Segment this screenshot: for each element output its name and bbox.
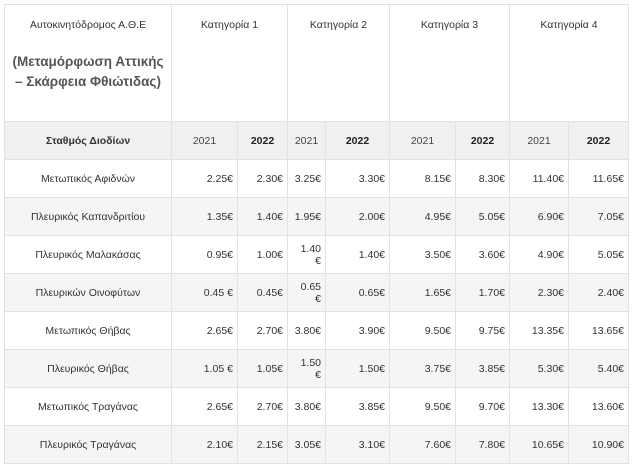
price-cell: 3.10€ (325, 425, 390, 464)
section-name-line2: – Σκάρφεια Φθιώτιδας) (15, 74, 161, 89)
category-1-header: Κατηγορία 1 (171, 4, 288, 122)
price-cell: 9.70€ (455, 387, 510, 426)
price-cell: 2.40€ (568, 273, 629, 312)
price-cell: 2.70€ (237, 311, 288, 350)
price-cell: 0.95€ (171, 235, 238, 274)
section-name-line1: (Μεταμόρφωση Αττικής (12, 54, 164, 69)
price-cell: 11.40€ (509, 159, 569, 198)
price-cell: 1.95€ (287, 197, 326, 236)
price-cell: 2.30€ (509, 273, 569, 312)
category-4-header: Κατηγορία 4 (509, 4, 629, 122)
price-cell: 3.25€ (287, 159, 326, 198)
price-cell: 0.45 € (171, 273, 238, 312)
price-cell: 3.75€ (389, 349, 456, 388)
price-cell: 3.80€ (287, 311, 326, 350)
price-cell: 1.35€ (171, 197, 238, 236)
table-row: Μετωπικός Θήβας 2.65€ 2.70€ 3.80€ 3.90€ 9.50€… (4, 311, 629, 350)
year-2021-header: 2021 (389, 121, 456, 160)
price-cell: 6.90€ (509, 197, 569, 236)
price-cell: 2.65€ (171, 311, 238, 350)
station-name: Πλευρικός Μαλακάσας (4, 235, 172, 274)
category-3-header: Κατηγορία 3 (389, 4, 510, 122)
price-cell: 13.65€ (568, 311, 629, 350)
price-cell: 5.05€ (568, 235, 629, 274)
motorway-name: Αυτοκινητόδρομος Α.Θ.Ε (29, 19, 147, 31)
price-cell: 7.05€ (568, 197, 629, 236)
station-column-header: Σταθμός Διοδίων (4, 121, 172, 160)
year-2021-header: 2021 (171, 121, 238, 160)
price-cell: 1.65€ (389, 273, 456, 312)
station-name: Πλευρικός Θήβας (4, 349, 172, 388)
station-name: Μετωπικός Αφιδνών (4, 159, 172, 198)
price-cell: 2.30€ (237, 159, 288, 198)
price-cell: 1.05 € (171, 349, 238, 388)
price-cell: 3.80€ (287, 387, 326, 426)
price-cell: 10.90€ (568, 425, 629, 464)
price-cell: 0.65€ (325, 273, 390, 312)
table-row: Πλευρικός Θήβας 1.05 €1.05€ 1.50 €1.50€ 3.7… (4, 349, 629, 388)
price-cell: 5.40€ (568, 349, 629, 388)
price-cell: 8.15€ (389, 159, 456, 198)
price-cell: 10.65€ (509, 425, 569, 464)
price-cell: 9.50€ (389, 311, 456, 350)
price-cell: 13.35€ (509, 311, 569, 350)
table-row: Πλευρικός Καπανδριτίου 1.35€ 1.40€ 1.95€ 2.0… (4, 197, 629, 236)
price-cell: 3.05€ (287, 425, 326, 464)
price-cell: 3.60€ (455, 235, 510, 274)
price-cell: 2.00€ (325, 197, 390, 236)
price-cell: 2.25€ (171, 159, 238, 198)
year-2022-header: 2022 (325, 121, 390, 160)
table-row: Πλευρικών Οινοφύτων 0.45 €0.45€ 0.65 €0.65… (4, 273, 629, 312)
price-cell: 1.40 € (287, 235, 326, 274)
price-cell: 4.95€ (389, 197, 456, 236)
price-cell: 1.70€ (455, 273, 510, 312)
price-cell: 1.50€ (325, 349, 390, 388)
price-cell: 0.45€ (237, 273, 288, 312)
year-2021-header: 2021 (509, 121, 569, 160)
price-cell: 2.10€ (171, 425, 238, 464)
price-cell: 7.60€ (389, 425, 456, 464)
price-cell: 5.30€ (509, 349, 569, 388)
price-cell: 9.50€ (389, 387, 456, 426)
year-header-row: Σταθμός Διοδίων 2021 2022 2021 2022 2021… (4, 121, 629, 160)
price-cell: 1.50 € (287, 349, 326, 388)
station-name: Μετωπικός Θήβας (4, 311, 172, 350)
price-cell: 3.90€ (325, 311, 390, 350)
station-name: Πλευρικών Οινοφύτων (4, 273, 172, 312)
price-cell: 0.65 € (287, 273, 326, 312)
price-cell: 4.90€ (509, 235, 569, 274)
price-cell: 1.40€ (325, 235, 390, 274)
year-2022-header: 2022 (237, 121, 288, 160)
price-cell: 2.15€ (237, 425, 288, 464)
price-cell: 3.85€ (455, 349, 510, 388)
price-cell: 13.60€ (568, 387, 629, 426)
station-name: Πλευρικός Καπανδριτίου (4, 197, 172, 236)
station-name: Μετωπικός Τραγάνας (4, 387, 172, 426)
price-cell: 13.30€ (509, 387, 569, 426)
table-row: Μετωπικός Αφιδνών 2.25€ 2.30€ 3.25€ 3.30€ 8.1… (4, 159, 629, 198)
table-row: Πλευρικός Μαλακάσας 0.95€ 1.00€ 1.40 €1.40€… (4, 235, 629, 274)
year-2021-header: 2021 (287, 121, 326, 160)
station-name: Πλευρικός Τραγάνας (4, 425, 172, 464)
year-2022-header: 2022 (568, 121, 629, 160)
year-2022-header: 2022 (455, 121, 510, 160)
price-cell: 2.65€ (171, 387, 238, 426)
price-cell: 1.05€ (237, 349, 288, 388)
price-cell: 2.70€ (237, 387, 288, 426)
price-cell: 9.75€ (455, 311, 510, 350)
price-cell: 8.30€ (455, 159, 510, 198)
price-cell: 3.85€ (325, 387, 390, 426)
category-2-header: Κατηγορία 2 (287, 4, 390, 122)
price-cell: 11.65€ (568, 159, 629, 198)
price-cell: 3.30€ (325, 159, 390, 198)
table-title-cell: Αυτοκινητόδρομος Α.Θ.Ε (Μεταμόρφωση Αττι… (4, 4, 172, 122)
price-cell: 1.00€ (237, 235, 288, 274)
price-cell: 5.05€ (455, 197, 510, 236)
price-cell: 1.40€ (237, 197, 288, 236)
price-cell: 7.80€ (455, 425, 510, 464)
toll-prices-table: Αυτοκινητόδρομος Α.Θ.Ε (Μεταμόρφωση Αττι… (4, 4, 629, 464)
price-cell: 3.50€ (389, 235, 456, 274)
table-row: Πλευρικός Τραγάνας 2.10€ 2.15€ 3.05€ 3.10€ 7.… (4, 425, 629, 464)
table-row: Μετωπικός Τραγάνας 2.65€ 2.70€ 3.80€ 3.85€ 9.… (4, 387, 629, 426)
